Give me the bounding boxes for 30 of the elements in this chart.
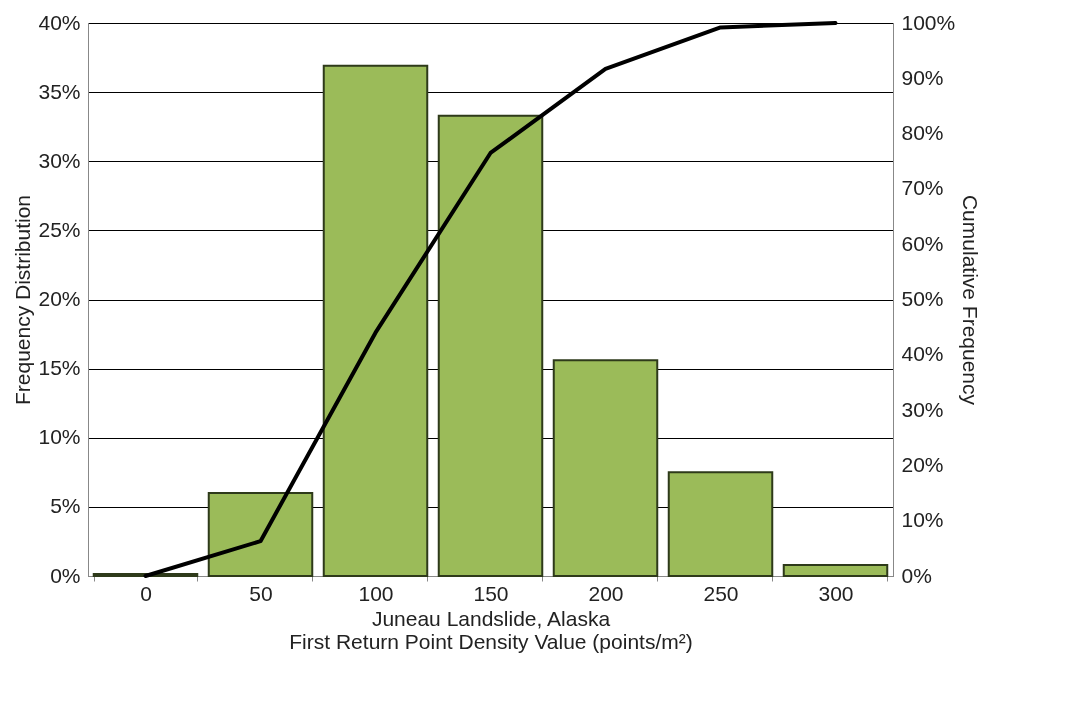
y2-tick-label: 10% <box>901 508 944 532</box>
x-tick-label: 200 <box>588 581 624 605</box>
y-tick-label: 25% <box>38 217 81 241</box>
y-tick-label: 5% <box>50 494 81 518</box>
x-tick-label: 300 <box>818 581 854 605</box>
y-tick-label: 35% <box>38 79 81 103</box>
y-tick-label: 20% <box>38 287 81 310</box>
y2-tick-label: 90% <box>901 65 944 89</box>
x-tick-label: 0 <box>140 581 152 605</box>
y2-tick-label: 50% <box>901 287 944 310</box>
y-tick-label: 10% <box>38 425 81 449</box>
x-tick-label: 250 <box>703 581 739 605</box>
y-tick-label: 40% <box>38 10 81 34</box>
y2-tick-label: 100% <box>901 10 956 34</box>
y-axis-title: Frequency Distribution <box>11 194 35 406</box>
x-axis-title: Juneau Landslide, Alaska First Return Point Density Value (points/m²) <box>289 606 693 653</box>
x-tick-label: 100 <box>358 581 394 605</box>
y-tick-label: 15% <box>38 356 81 380</box>
y2-axis-title: Cumulative Frequency <box>959 194 983 406</box>
y2-tick-label: 40% <box>901 342 944 366</box>
y2-tick-label: 20% <box>901 452 944 476</box>
y-tick-label: 30% <box>38 148 81 172</box>
y2-tick-label: 30% <box>901 397 944 421</box>
y2-tick-label: 0% <box>901 563 932 587</box>
y2-tick-label: 60% <box>901 231 944 255</box>
x-tick-label: 50 <box>249 581 273 605</box>
y2-tick-label: 70% <box>901 176 944 200</box>
y2-tick-label: 80% <box>901 121 944 145</box>
x-tick-label: 150 <box>473 581 509 605</box>
y-tick-label: 0% <box>50 563 81 587</box>
